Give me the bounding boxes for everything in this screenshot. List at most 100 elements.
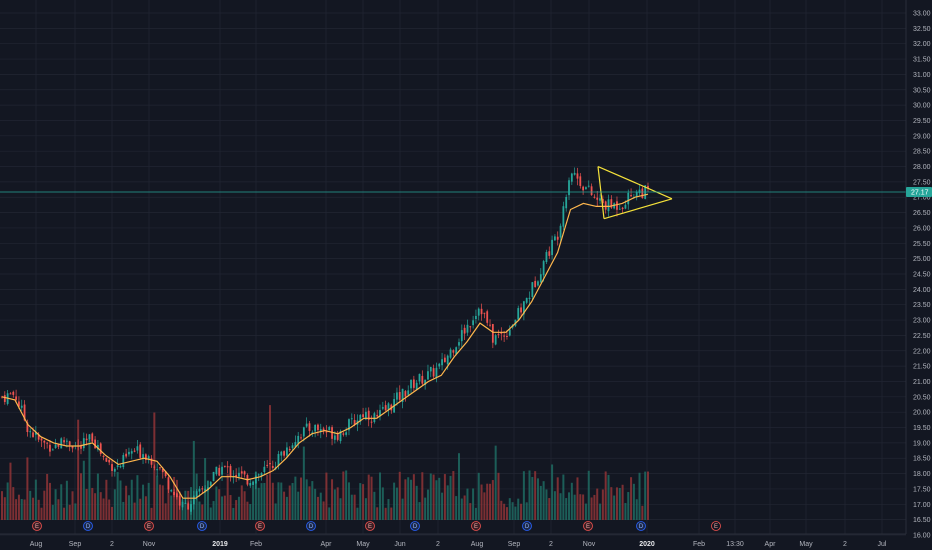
candle-body	[322, 428, 325, 432]
volume-bar	[367, 474, 370, 520]
candle-body	[601, 198, 604, 204]
volume-bar	[223, 495, 226, 520]
volume-bar	[418, 502, 421, 520]
volume-bar	[99, 492, 102, 520]
candle-body	[545, 252, 548, 263]
candle-body	[472, 320, 475, 326]
volume-bar	[627, 492, 630, 520]
volume-bar	[457, 453, 460, 520]
candle-body	[455, 347, 458, 355]
volume-bar	[226, 474, 229, 520]
volume-bar	[407, 477, 410, 520]
time-tick-label: Apr	[321, 541, 333, 548]
candle-body	[102, 455, 105, 457]
volume-bar	[1, 491, 3, 520]
volume-bar	[283, 491, 286, 520]
candle-body	[568, 180, 570, 196]
candle-body	[12, 391, 15, 395]
candle-body	[446, 355, 449, 365]
candle-body	[624, 204, 627, 209]
price-tick-label: 19.00	[913, 440, 931, 447]
price-tick-label: 28.00	[913, 164, 931, 171]
candle-body	[20, 405, 23, 408]
candle-body	[333, 435, 336, 440]
candle-body	[480, 308, 483, 315]
volume-bar	[331, 479, 334, 520]
candle-body	[240, 471, 243, 474]
candle-body	[198, 488, 201, 492]
volume-bar	[539, 485, 542, 520]
triangle-left-edge	[597, 166, 605, 219]
volume-bar	[381, 487, 384, 520]
candle-body	[147, 456, 150, 460]
volume-bar	[127, 495, 130, 520]
volume-bar	[573, 494, 576, 520]
candle-body	[336, 434, 339, 440]
candle-body	[139, 444, 142, 458]
volume-bar	[20, 499, 23, 520]
volume-bar	[522, 471, 525, 520]
candle-body	[269, 463, 271, 465]
volume-bar	[48, 482, 51, 520]
candle-body	[184, 502, 187, 504]
candle-body	[254, 475, 257, 484]
volume-bar	[43, 490, 46, 520]
price-axis[interactable]: 16.00 16.50 17.00 17.50 18.00 18.50 19.00 19.50…	[913, 11, 931, 540]
event-marker-letter: E	[258, 524, 262, 530]
volume-bar	[463, 495, 466, 520]
candle-body	[91, 433, 94, 442]
volume-bar	[599, 503, 602, 520]
candle-body	[387, 403, 390, 410]
event-marker-letter: D	[86, 524, 91, 530]
price-tick-label: 32.00	[913, 41, 931, 48]
triangle-lower-line	[603, 198, 673, 220]
candle-body	[153, 466, 156, 468]
volume-bar	[308, 486, 311, 520]
price-tick-label: 16.50	[913, 517, 931, 524]
volume-bar	[531, 476, 534, 520]
candle-body	[559, 225, 562, 238]
candle-body	[396, 392, 398, 400]
dividend-marker	[636, 521, 646, 531]
candle-body	[125, 453, 128, 457]
volume-bar	[68, 504, 71, 520]
candle-body	[381, 407, 384, 409]
candle-body	[635, 191, 638, 198]
volume-bar	[556, 477, 559, 520]
volume-bar	[252, 485, 255, 520]
volume-bar	[139, 498, 142, 520]
candle-body	[167, 477, 170, 490]
candle-body	[449, 349, 452, 358]
candle-body	[88, 434, 91, 440]
volume-bar	[390, 507, 393, 520]
candle-body	[260, 473, 263, 477]
candle-body	[348, 419, 350, 431]
volume-bar	[113, 489, 116, 520]
candle-body	[54, 444, 57, 448]
last-price-tag-background	[906, 187, 932, 198]
candle-body	[34, 432, 37, 435]
candle-body	[415, 382, 418, 390]
price-tick-label: 16.00	[913, 533, 931, 540]
time-axis[interactable]: Aug Sep 2 Nov 2019 Feb Apr May Jun 2 Aug Sep 2 Nov 202…	[30, 541, 887, 548]
volume-bar	[116, 472, 119, 520]
dividend-marker	[83, 521, 93, 531]
symmetrical-triangle-drawing[interactable]	[597, 165, 673, 220]
volume-bar	[133, 502, 136, 520]
volume-bar	[615, 487, 618, 520]
volume-bar	[108, 499, 111, 520]
volume-bar	[415, 485, 418, 520]
volume-bar	[483, 492, 486, 520]
candle-body	[192, 495, 195, 505]
candle-body	[410, 379, 412, 389]
volume-bar	[218, 489, 221, 520]
candle-body	[18, 401, 20, 407]
candle-body	[554, 236, 556, 241]
volume-bar	[333, 489, 336, 520]
price-tick-label: 21.50	[913, 364, 931, 371]
volume-bar	[469, 503, 472, 520]
dividend-marker	[522, 521, 532, 531]
price-tick-label: 17.00	[913, 502, 931, 509]
